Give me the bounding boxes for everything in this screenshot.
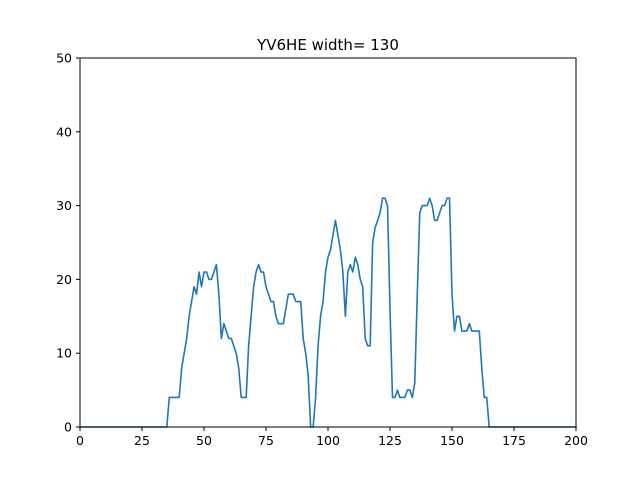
- plot-area: 0 25 50 75 100 125 150 175 200 0 10 20 30 40 50: [56, 51, 588, 449]
- x-tick-label: 175: [502, 433, 526, 448]
- y-tick-label: 0: [64, 420, 72, 435]
- y-tick-label: 50: [56, 51, 72, 66]
- x-tick-label: 100: [316, 433, 340, 448]
- y-tick-label: 30: [56, 198, 72, 213]
- series-line-0: [79, 197, 577, 428]
- y-tick-label: 20: [56, 272, 72, 287]
- x-tick-label: 25: [134, 433, 150, 448]
- x-tick-label: 200: [564, 433, 588, 448]
- x-tick-label: 75: [258, 433, 274, 448]
- x-tick-label: 125: [378, 433, 402, 448]
- chart-title: YV6HE width= 130: [256, 36, 399, 54]
- x-tick-label: 50: [196, 433, 212, 448]
- y-tick-label: 10: [56, 346, 72, 361]
- x-tick-label: 0: [76, 433, 84, 448]
- y-tick-label: 40: [56, 124, 72, 139]
- x-tick-label: 150: [440, 433, 464, 448]
